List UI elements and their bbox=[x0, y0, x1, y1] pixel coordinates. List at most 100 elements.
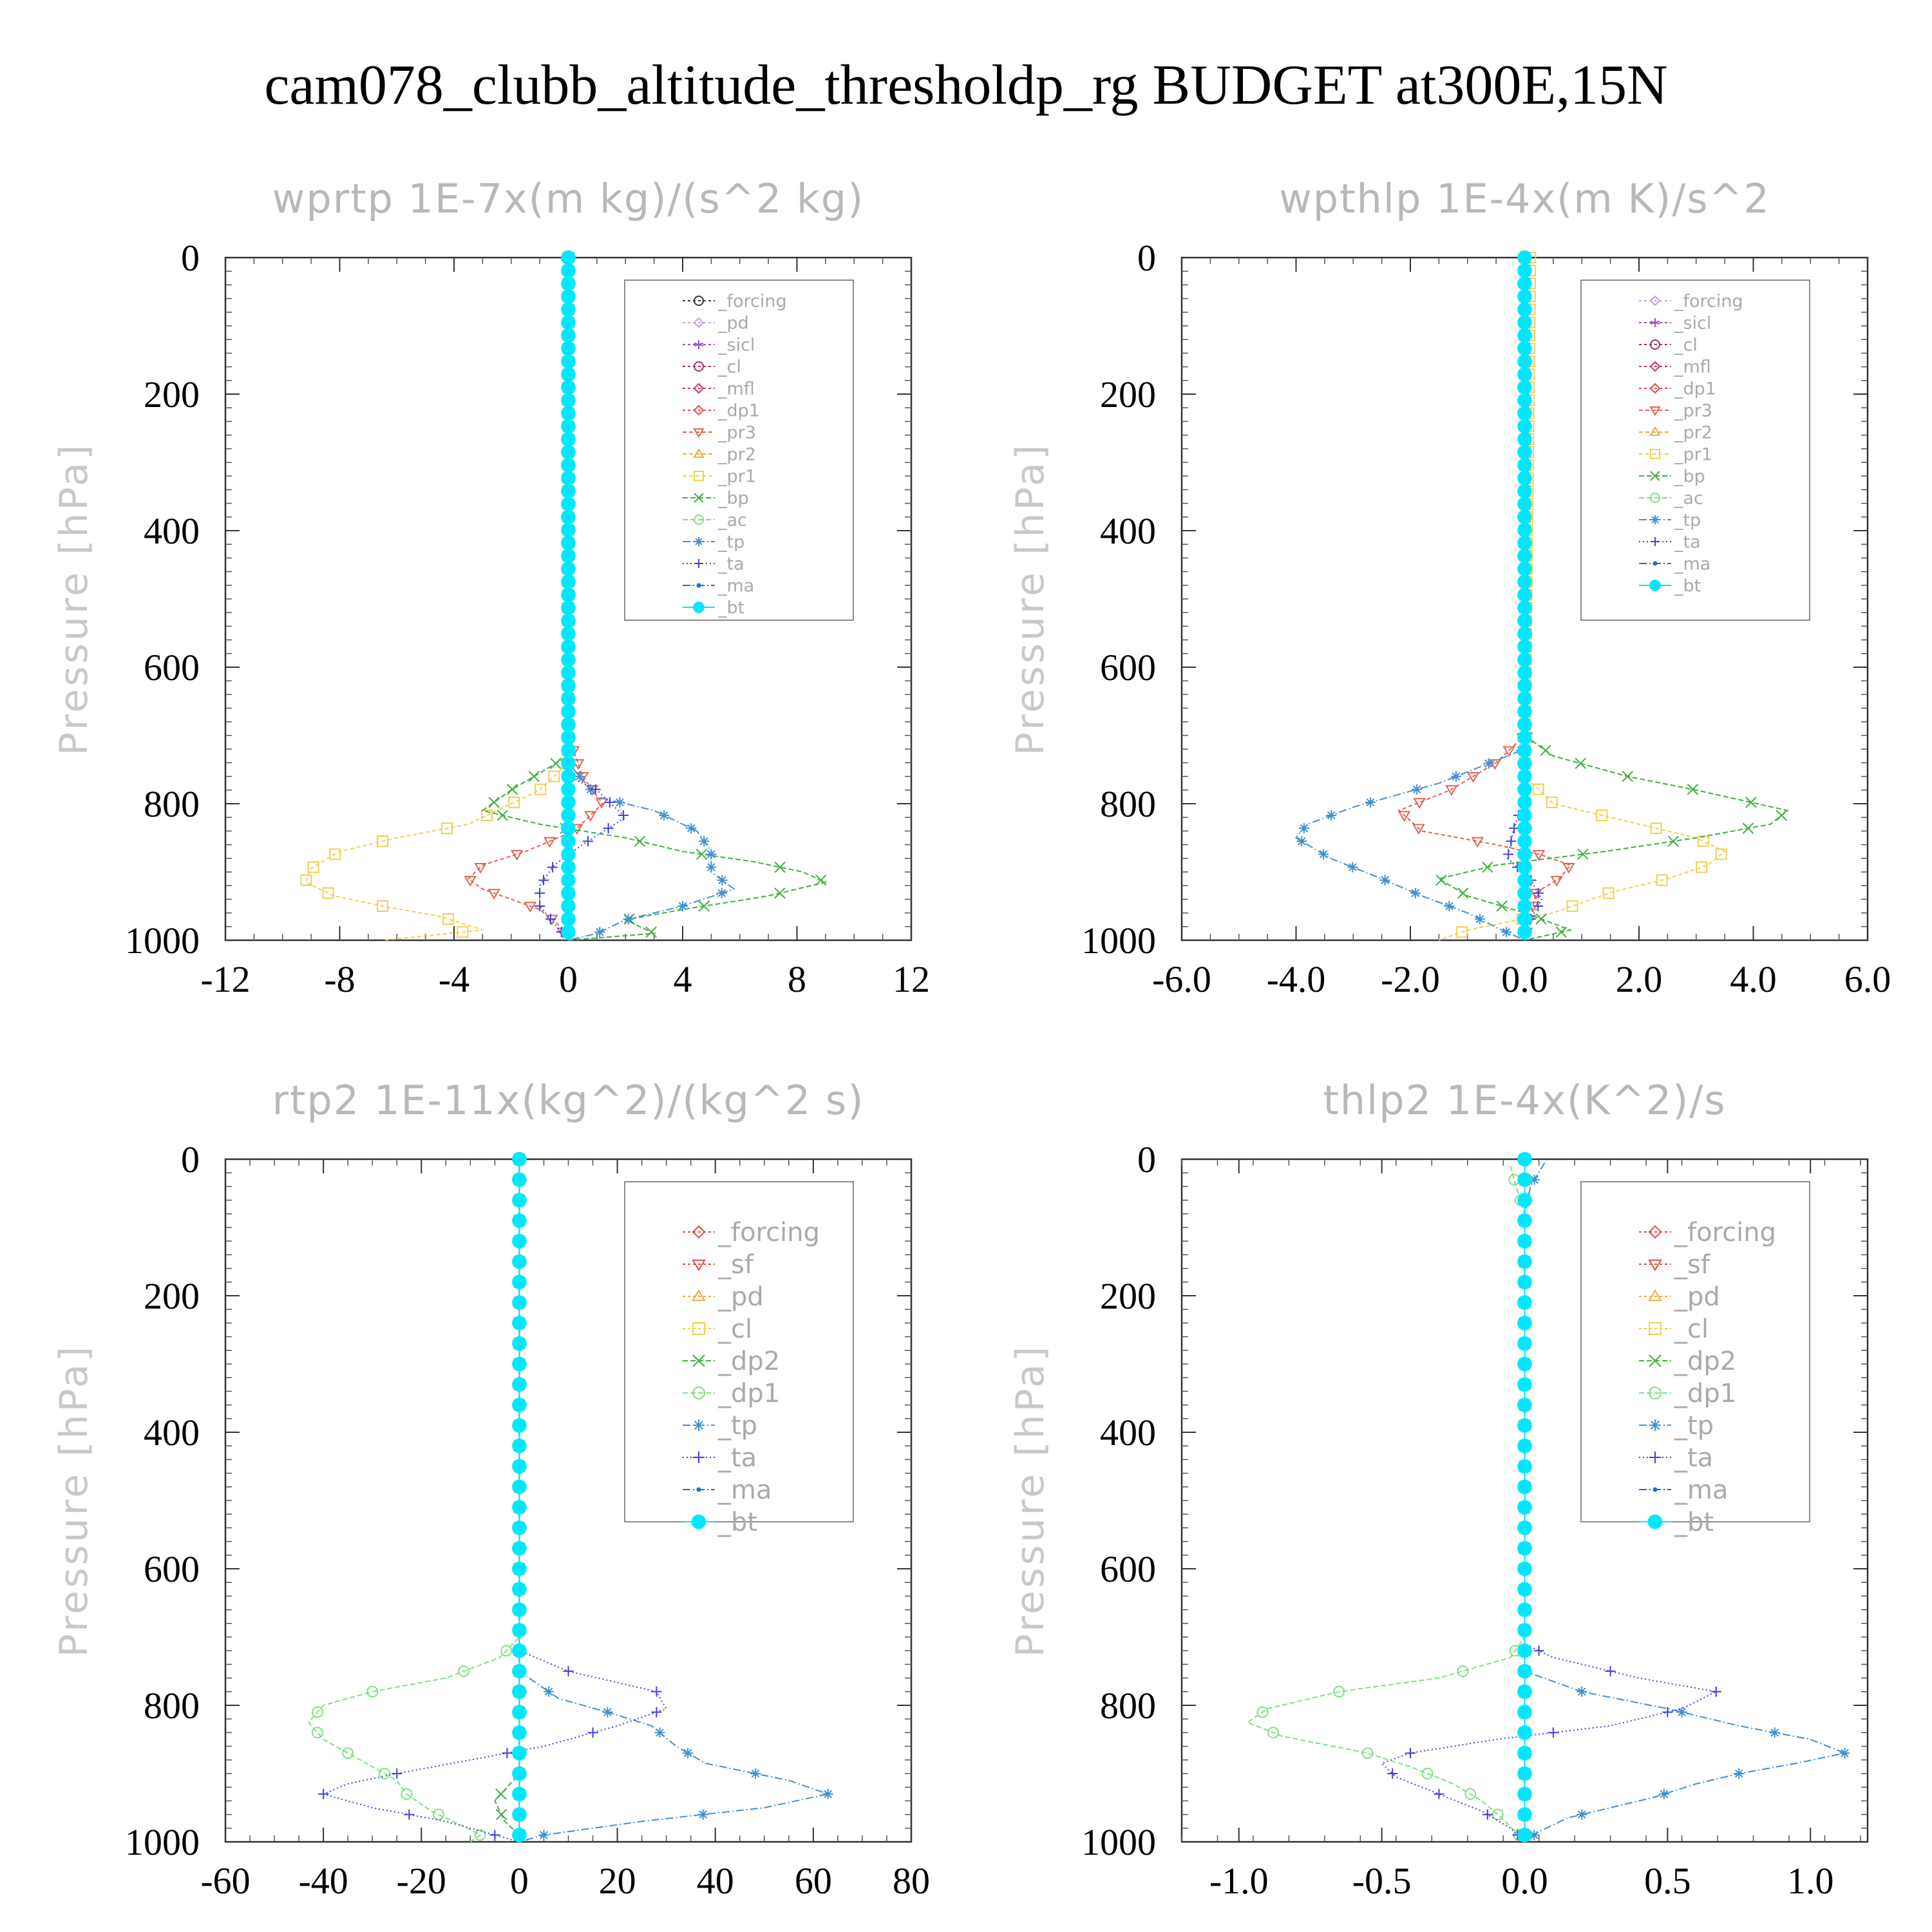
data-point bbox=[547, 862, 558, 873]
data-point bbox=[1517, 509, 1532, 525]
data-point bbox=[1566, 900, 1578, 912]
series-bt bbox=[1517, 1151, 1532, 1842]
data-point bbox=[401, 1788, 413, 1800]
legend: _forcing_sicl_cl_mfl_dp1_pr3_pr2_pr1_bp_… bbox=[1580, 279, 1810, 621]
data-point bbox=[489, 1830, 500, 1841]
y-tick-label: 1000 bbox=[1081, 1821, 1156, 1863]
data-point bbox=[1533, 1645, 1544, 1656]
data-point bbox=[1483, 758, 1494, 769]
data-point bbox=[1577, 848, 1589, 860]
x-tick-label: 2.0 bbox=[1616, 958, 1663, 1000]
panel-title: rtp2 1E-11x(kg^2)/(kg^2 s) bbox=[272, 1077, 865, 1124]
data-point bbox=[512, 1828, 527, 1842]
data-point bbox=[512, 1807, 527, 1822]
data-point bbox=[1517, 341, 1532, 356]
y-tick-label: 400 bbox=[144, 510, 200, 552]
legend: _forcing _sf_pd_cl _dp2 _dp1 _tp_ta_ma _bt bbox=[1580, 1181, 1810, 1537]
data-point bbox=[512, 1520, 527, 1535]
data-point bbox=[366, 1685, 379, 1698]
data-point bbox=[1517, 743, 1532, 758]
data-point bbox=[750, 1768, 761, 1779]
x-tick-label: 0 bbox=[510, 1860, 529, 1902]
x-tick-label: 12 bbox=[893, 958, 930, 1000]
data-point bbox=[1530, 889, 1542, 900]
data-point bbox=[1517, 898, 1532, 914]
panel-title: thlp2 1E-4x(K^2)/s bbox=[1323, 1077, 1726, 1124]
legend-entry: _sf bbox=[717, 1250, 754, 1280]
legend-marker bbox=[1651, 515, 1660, 524]
data-point bbox=[512, 1193, 527, 1208]
data-point bbox=[442, 913, 455, 925]
data-point bbox=[561, 704, 576, 719]
data-point bbox=[1535, 913, 1547, 925]
data-point bbox=[545, 914, 556, 925]
data-point bbox=[545, 914, 558, 926]
y-tick-label: 0 bbox=[1137, 237, 1156, 279]
legend-entry: _cl bbox=[1674, 335, 1698, 355]
data-point bbox=[512, 1336, 527, 1351]
data-point bbox=[1517, 860, 1532, 875]
data-point bbox=[1517, 1151, 1532, 1167]
x-tick-label: 4.0 bbox=[1730, 958, 1777, 1000]
data-point bbox=[561, 898, 576, 914]
data-point bbox=[716, 887, 727, 898]
data-point bbox=[1517, 1766, 1532, 1781]
legend-marker bbox=[1647, 1514, 1663, 1530]
data-point bbox=[1506, 836, 1517, 847]
legend-marker bbox=[1653, 1487, 1658, 1492]
data-point bbox=[1562, 862, 1575, 874]
y-tick-label: 400 bbox=[1100, 510, 1156, 552]
data-point bbox=[561, 860, 576, 875]
series-dp1 bbox=[1245, 1153, 1531, 1842]
data-point bbox=[1457, 887, 1469, 899]
legend-marker bbox=[1653, 561, 1658, 566]
data-point bbox=[538, 1830, 549, 1841]
legend-entry: _ta bbox=[1674, 532, 1701, 552]
y-tick-label: 200 bbox=[1100, 1275, 1156, 1317]
data-point bbox=[1532, 849, 1546, 861]
data-point bbox=[590, 784, 601, 795]
data-point bbox=[1256, 1706, 1269, 1718]
y-axis-label: Pressure [hPa] bbox=[1008, 1344, 1053, 1657]
y-tick-label: 400 bbox=[144, 1412, 200, 1454]
data-point bbox=[561, 484, 576, 498]
legend-entry: _tp bbox=[717, 532, 744, 552]
legend-marker bbox=[692, 1259, 706, 1271]
x-tick-label: 0 bbox=[559, 958, 578, 1000]
legend-box bbox=[1580, 1181, 1810, 1522]
legend-box bbox=[624, 279, 854, 621]
data-point bbox=[822, 1788, 833, 1799]
data-point bbox=[677, 901, 688, 911]
data-point bbox=[481, 810, 493, 822]
data-point bbox=[1517, 808, 1532, 823]
data-point bbox=[1550, 876, 1563, 887]
data-point bbox=[1517, 795, 1532, 810]
data-point bbox=[645, 926, 657, 938]
data-point bbox=[595, 798, 608, 809]
data-point bbox=[512, 1643, 527, 1658]
data-point bbox=[1333, 1685, 1345, 1698]
legend-marker bbox=[694, 471, 704, 481]
legend-marker bbox=[1650, 493, 1660, 503]
legend-marker bbox=[1649, 406, 1661, 416]
data-point bbox=[1517, 626, 1532, 641]
legend-marker bbox=[1648, 1225, 1662, 1239]
data-point bbox=[1517, 535, 1532, 551]
legend-entry: _sicl bbox=[717, 335, 755, 355]
data-point bbox=[512, 1540, 527, 1556]
panel-title: wpthlp 1E-4x(m K)/s^2 bbox=[1279, 175, 1770, 222]
data-point bbox=[1602, 887, 1615, 899]
data-point bbox=[1517, 886, 1532, 901]
legend-marker bbox=[1650, 339, 1660, 350]
data-point bbox=[587, 1727, 598, 1738]
legend-marker bbox=[692, 1387, 705, 1399]
data-point bbox=[1517, 497, 1532, 511]
legend-marker bbox=[1650, 449, 1660, 459]
series-line bbox=[307, 1159, 520, 1842]
legend-entry: _bt bbox=[717, 598, 744, 618]
data-point bbox=[1656, 874, 1668, 886]
legend-entry: _pr2 bbox=[717, 444, 756, 464]
data-point bbox=[1482, 1809, 1493, 1820]
data-point bbox=[1517, 457, 1532, 473]
data-point bbox=[1517, 1540, 1532, 1556]
